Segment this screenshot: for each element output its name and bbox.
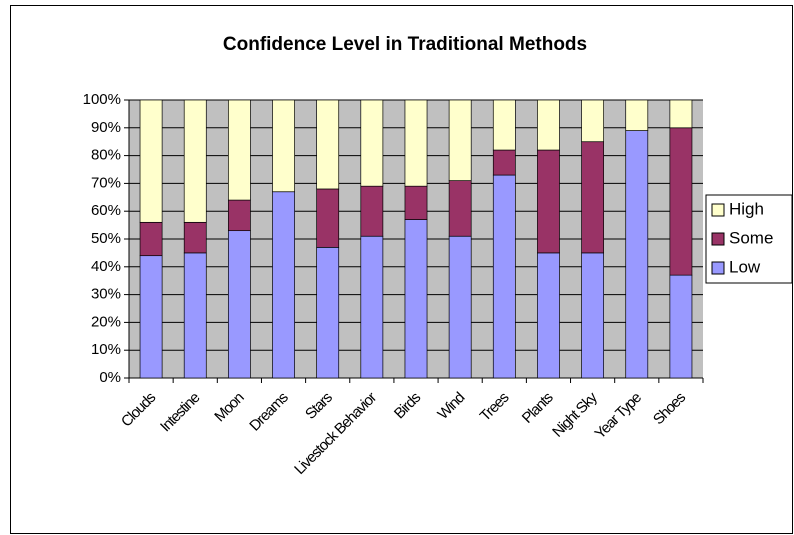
bar-segment bbox=[316, 188, 340, 248]
bar-segment bbox=[404, 185, 428, 220]
y-tick-label: 30% bbox=[91, 286, 121, 303]
y-tick-label: 90% bbox=[91, 119, 121, 136]
y-tick-label: 50% bbox=[91, 230, 121, 247]
legend-label: High bbox=[729, 199, 764, 218]
bar-segment bbox=[227, 99, 251, 201]
bar-segment bbox=[316, 246, 340, 379]
bar-segment bbox=[404, 99, 428, 187]
bar-segment bbox=[404, 219, 428, 379]
bar-segment bbox=[183, 221, 207, 254]
bar-segment bbox=[360, 99, 384, 187]
bar-segment bbox=[669, 274, 693, 379]
bar-segment bbox=[492, 149, 516, 176]
bar-segment bbox=[183, 252, 207, 379]
chart-title: Confidence Level in Traditional Methods bbox=[223, 34, 587, 55]
bar-segment bbox=[227, 199, 251, 232]
bar-segment bbox=[183, 99, 207, 223]
legend-swatch bbox=[711, 232, 725, 246]
bar-segment bbox=[492, 99, 516, 151]
y-tick-label: 40% bbox=[91, 258, 121, 275]
bar-segment bbox=[360, 235, 384, 379]
bar-segment bbox=[581, 99, 605, 143]
y-tick-label: 80% bbox=[91, 147, 121, 164]
bar-segment bbox=[625, 99, 649, 131]
bar-segment bbox=[537, 99, 560, 151]
bar-segment bbox=[492, 174, 516, 379]
bar-segment bbox=[139, 255, 163, 379]
bar-segment bbox=[272, 191, 295, 379]
bar-segment bbox=[360, 185, 384, 237]
bar-segment bbox=[227, 230, 251, 379]
bar-segment bbox=[139, 99, 163, 223]
y-tick-label: 20% bbox=[91, 313, 121, 330]
bar-segment bbox=[669, 99, 693, 129]
bar-segment bbox=[581, 141, 605, 254]
y-tick-label: 10% bbox=[91, 341, 121, 358]
bar-segment bbox=[316, 99, 340, 190]
y-tick-label: 100% bbox=[83, 91, 121, 108]
bar-segment bbox=[581, 252, 605, 379]
legend-swatch bbox=[711, 203, 725, 217]
y-tick-label: 0% bbox=[99, 369, 121, 386]
bar-segment bbox=[625, 130, 649, 379]
legend-label: Some bbox=[729, 228, 773, 247]
y-tick-label: 60% bbox=[91, 202, 121, 219]
bar-segment bbox=[669, 127, 693, 276]
bar-segment bbox=[537, 252, 560, 379]
bar-segment bbox=[139, 221, 163, 257]
bar-segment bbox=[448, 180, 472, 237]
legend-swatch bbox=[711, 261, 725, 275]
bar-segment bbox=[537, 149, 560, 254]
legend-label: Low bbox=[729, 257, 761, 276]
bar-segment bbox=[448, 99, 472, 181]
y-tick-label: 70% bbox=[91, 174, 121, 191]
bar-segment bbox=[272, 99, 295, 193]
bar-segment bbox=[448, 235, 472, 379]
